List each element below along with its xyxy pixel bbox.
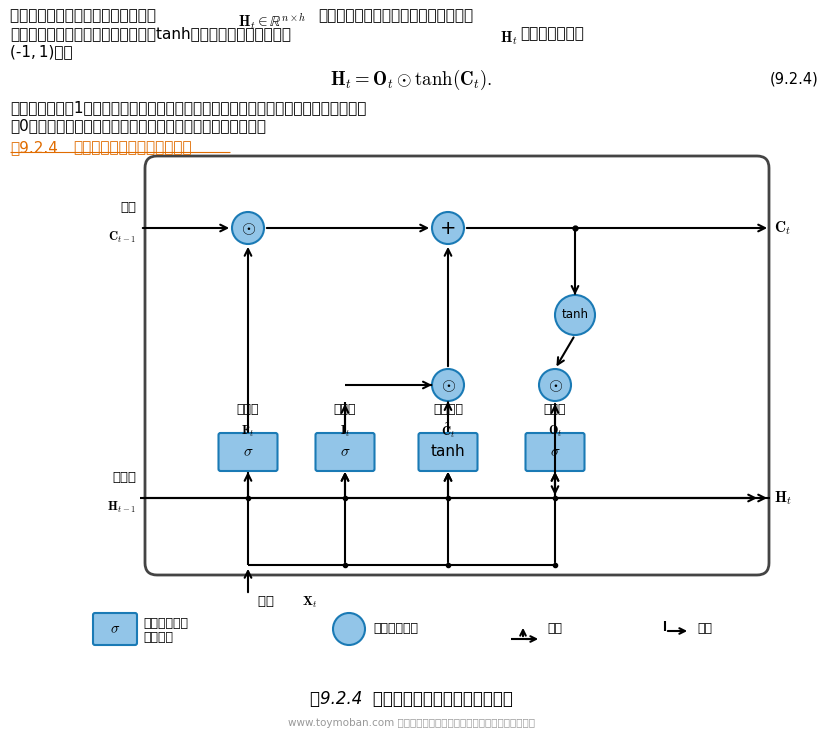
FancyBboxPatch shape [418,433,478,471]
Circle shape [432,369,464,401]
Text: $\mathbf{O}_t$: $\mathbf{O}_t$ [547,424,562,439]
Text: 提供了数据流的图形化演示。: 提供了数据流的图形化演示。 [73,140,192,155]
Text: 短期记忆网络中，它仅仅是记忆元的tanh的门控版本。这就确保了: 短期记忆网络中，它仅仅是记忆元的tanh的门控版本。这就确保了 [10,26,291,41]
Text: 按元素运算符: 按元素运算符 [373,622,418,635]
Text: 输出门: 输出门 [543,403,566,416]
Text: +: + [440,218,456,237]
Text: $\mathbf{X}_t$: $\mathbf{X}_t$ [302,595,317,610]
Text: tanh: tanh [431,444,465,459]
Text: 隐状态: 隐状态 [112,471,136,484]
Text: 记忆: 记忆 [120,201,136,214]
Text: $\mathbf{H}_t$: $\mathbf{H}_t$ [774,489,792,507]
Text: 遗忘门: 遗忘门 [237,403,259,416]
Text: $\odot$: $\odot$ [441,376,455,394]
FancyBboxPatch shape [525,433,584,471]
Text: 图9.2.4  在长短期记忆模型中计算隐状态: 图9.2.4 在长短期记忆模型中计算隐状态 [310,690,512,708]
Text: $\mathbf{C}_{t-1}$: $\mathbf{C}_{t-1}$ [108,230,136,245]
Text: $\mathbf{C}_t$: $\mathbf{C}_t$ [774,219,792,237]
Text: 最后，我们需要定义如何计算隐状态: 最后，我们需要定义如何计算隐状态 [10,8,161,23]
Text: $\mathbf{H}_t$: $\mathbf{H}_t$ [500,30,517,47]
Text: 只要输出门接近1，我们就能够有效地将所有记忆信息传递给预测部分，而对于输出门接: 只要输出门接近1，我们就能够有效地将所有记忆信息传递给预测部分，而对于输出门接 [10,100,367,115]
Circle shape [333,613,365,645]
Text: 的值始终在区间: 的值始终在区间 [520,26,584,41]
Text: tanh: tanh [561,309,589,321]
Text: $\sigma$: $\sigma$ [242,444,253,459]
Circle shape [232,212,264,244]
Text: 全连接层: 全连接层 [143,631,173,644]
Text: (9.2.4): (9.2.4) [770,72,819,87]
Text: $\mathbf{I}_t$: $\mathbf{I}_t$ [339,424,350,439]
Text: $\odot$: $\odot$ [241,219,256,237]
Text: 连结: 连结 [697,622,712,635]
Text: (-1, 1)内：: (-1, 1)内： [10,44,72,59]
Text: $\tilde{\mathbf{C}}_t$: $\tilde{\mathbf{C}}_t$ [441,421,455,440]
Text: 复制: 复制 [547,622,562,635]
Text: $\sigma$: $\sigma$ [110,622,120,637]
Text: ，这就是输出门发挥作用的地方。在长: ，这就是输出门发挥作用的地方。在长 [318,8,473,23]
FancyBboxPatch shape [219,433,278,471]
Text: 输入门: 输入门 [334,403,356,416]
Circle shape [432,212,464,244]
Text: 候选记忆: 候选记忆 [433,403,463,416]
Text: $\mathbf{H}_t = \mathbf{O}_t \odot \tanh(\mathbf{C}_t).$: $\mathbf{H}_t = \mathbf{O}_t \odot \tanh… [330,68,492,92]
Text: 输入: 输入 [258,595,279,608]
Text: 近0，我们只保留记忆元内的所有信息，而不需要更新隐状态。: 近0，我们只保留记忆元内的所有信息，而不需要更新隐状态。 [10,118,266,133]
FancyBboxPatch shape [93,613,137,645]
FancyBboxPatch shape [316,433,375,471]
Circle shape [555,295,595,335]
FancyBboxPatch shape [145,156,769,575]
Text: $\mathbf{H}_t \in \mathbb{R}^{n \times h}$: $\mathbf{H}_t \in \mathbb{R}^{n \times h… [238,12,307,33]
Text: $\mathbf{F}_t$: $\mathbf{F}_t$ [242,424,255,439]
Text: $\sigma$: $\sigma$ [550,444,561,459]
Text: 图9.2.4: 图9.2.4 [10,140,58,155]
Text: $\mathbf{H}_{t-1}$: $\mathbf{H}_{t-1}$ [107,500,136,515]
Circle shape [539,369,571,401]
Text: www.toymoban.com 网络图片供展示，非存储，如有侵权请联系删除。: www.toymoban.com 网络图片供展示，非存储，如有侵权请联系删除。 [288,718,534,728]
Text: 带激活函数的: 带激活函数的 [143,617,188,630]
Text: $\sigma$: $\sigma$ [339,444,350,459]
Text: $\odot$: $\odot$ [547,376,562,394]
